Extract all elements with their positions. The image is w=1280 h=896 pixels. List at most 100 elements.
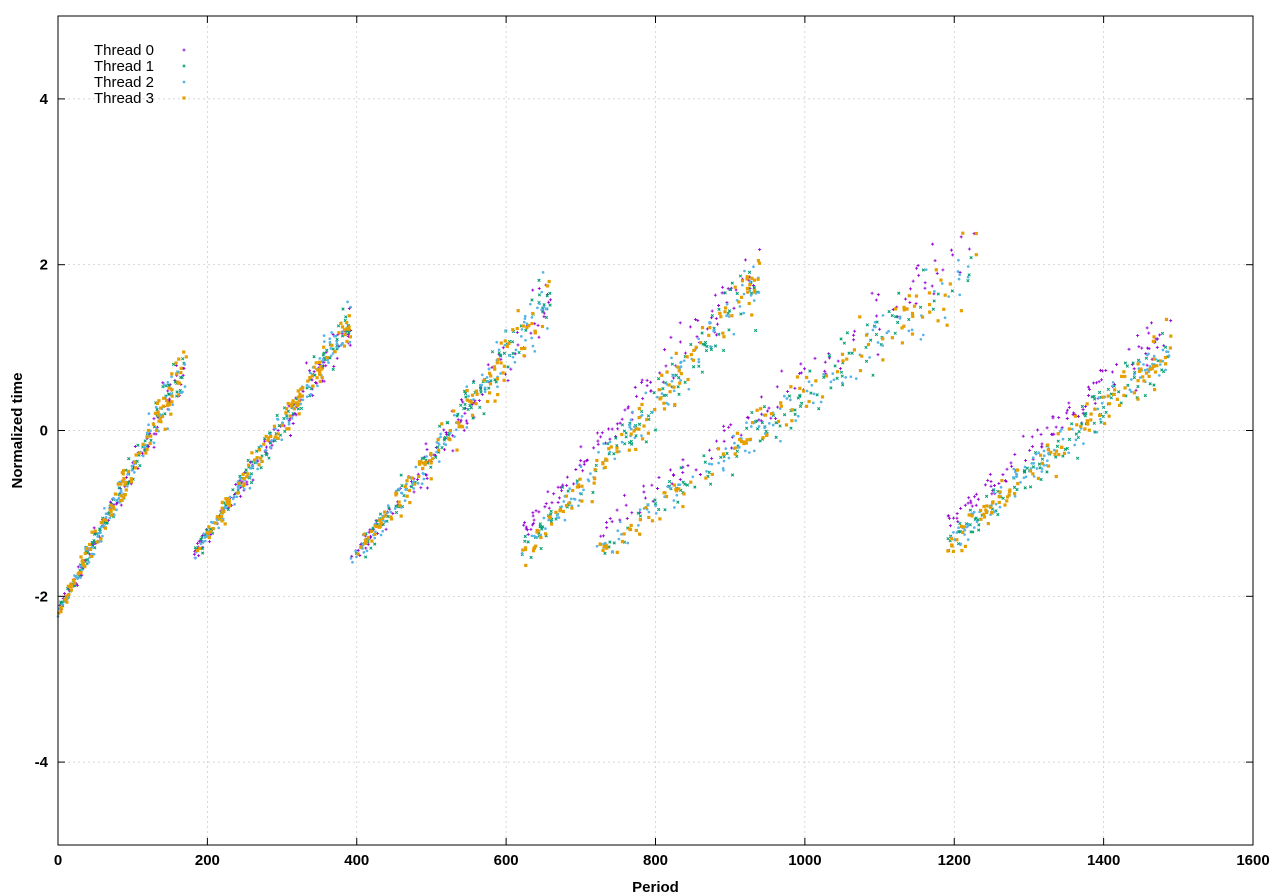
data-point [1092, 421, 1096, 425]
data-point [723, 291, 727, 295]
data-point [745, 426, 749, 430]
data-point [378, 518, 382, 522]
data-point [344, 315, 348, 319]
data-point [753, 328, 758, 333]
data-point [813, 356, 817, 360]
data-point [626, 541, 630, 545]
data-point [1019, 480, 1022, 484]
data-point [523, 521, 527, 525]
data-point [530, 336, 534, 340]
y-tick-label: -2 [35, 588, 48, 605]
data-point [335, 342, 339, 346]
data-point [710, 472, 714, 477]
data-point [495, 340, 499, 344]
data-point [523, 314, 527, 318]
data-point [451, 449, 455, 453]
data-point [732, 332, 736, 336]
data-point [154, 432, 158, 436]
data-point [945, 323, 949, 327]
data-point [686, 464, 690, 468]
data-point [532, 546, 536, 551]
data-point [1047, 452, 1050, 455]
data-point [1050, 432, 1054, 436]
data-point [991, 500, 995, 504]
data-point [224, 505, 228, 509]
data-point [99, 525, 103, 529]
data-point [1031, 472, 1035, 476]
data-point [1113, 388, 1117, 392]
data-point [992, 491, 996, 494]
data-point [840, 381, 844, 385]
data-point [1007, 493, 1011, 497]
data-point [1067, 405, 1071, 409]
data-point [592, 476, 597, 480]
data-point [582, 488, 585, 492]
data-point [668, 468, 672, 472]
data-point [593, 468, 597, 472]
data-point [950, 544, 954, 548]
data-point [379, 533, 383, 537]
data-point [595, 431, 599, 435]
data-point [726, 311, 730, 316]
data-point [472, 398, 475, 401]
data-point [59, 605, 63, 609]
data-point [575, 485, 579, 489]
data-point [900, 341, 904, 345]
data-point [259, 456, 263, 460]
data-point [707, 333, 711, 337]
data-point [809, 391, 813, 395]
data-point [419, 486, 423, 490]
data-point [774, 421, 778, 425]
data-point [623, 442, 627, 446]
data-point [171, 403, 175, 407]
data-point [971, 530, 975, 534]
data-point [325, 356, 329, 360]
data-point [123, 493, 127, 497]
data-point [140, 451, 144, 455]
data-point [645, 417, 649, 422]
data-point [119, 494, 123, 498]
data-point [618, 450, 621, 453]
data-point [733, 285, 737, 289]
data-point [936, 292, 940, 296]
data-point [269, 434, 273, 439]
data-point [905, 307, 909, 311]
data-point [523, 317, 527, 320]
data-point [297, 412, 301, 416]
data-point [1165, 350, 1168, 353]
data-point [695, 335, 699, 339]
data-point [537, 510, 541, 514]
data-point [966, 275, 970, 279]
x-tick-label: 1600 [1236, 852, 1269, 869]
data-point [1015, 487, 1019, 492]
data-point [335, 337, 339, 342]
data-point [356, 552, 360, 556]
data-point [119, 482, 123, 486]
data-point [697, 360, 701, 364]
data-point [727, 315, 731, 318]
data-point [531, 514, 535, 518]
data-point [622, 429, 627, 433]
data-point [534, 544, 538, 548]
series-1-points [59, 255, 1170, 608]
data-point [776, 405, 780, 409]
data-point [767, 406, 771, 410]
data-point [764, 429, 768, 433]
data-point [124, 480, 128, 485]
data-point [167, 408, 171, 411]
data-point [722, 424, 726, 428]
data-point [1143, 368, 1147, 372]
data-point [155, 428, 159, 433]
data-point [598, 542, 602, 547]
data-point [1163, 345, 1168, 349]
data-point [534, 509, 538, 513]
data-point [547, 300, 551, 304]
data-point [728, 287, 732, 292]
data-point [457, 425, 461, 429]
data-point [1147, 331, 1151, 335]
data-point [154, 405, 158, 409]
data-point [1153, 370, 1158, 374]
data-point [763, 426, 766, 430]
data-point [646, 414, 651, 418]
